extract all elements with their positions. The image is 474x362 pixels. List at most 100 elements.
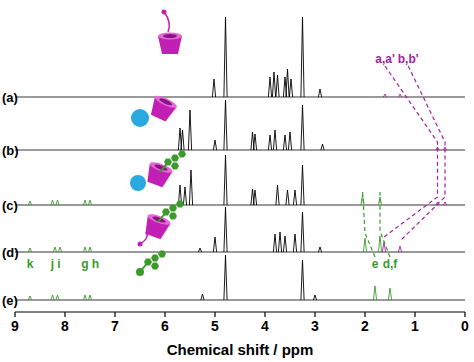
tether <box>164 12 169 32</box>
peak <box>188 110 191 150</box>
peak <box>88 295 91 300</box>
assignment-label: i <box>57 257 60 271</box>
assignment-label: g <box>81 257 88 271</box>
ring <box>151 263 159 270</box>
peak <box>283 135 286 150</box>
ring <box>171 163 179 170</box>
x-tick <box>464 312 465 317</box>
x-tick <box>414 312 415 317</box>
spectrum-label: (d) <box>2 245 19 260</box>
cyclodextrin <box>147 94 178 124</box>
ball <box>131 109 149 127</box>
spectrum-label: (a) <box>2 90 18 105</box>
peak <box>288 132 291 150</box>
x-tick <box>314 312 315 317</box>
peak <box>301 17 304 97</box>
x-tick-label: 6 <box>161 318 169 334</box>
peak <box>301 260 304 300</box>
x-tick-label: 4 <box>261 318 269 334</box>
spectrum-label: (e) <box>2 293 18 308</box>
x-tick <box>114 312 115 317</box>
guest-end <box>136 268 144 276</box>
peak <box>293 190 296 205</box>
ring <box>178 151 186 158</box>
peak <box>224 17 227 97</box>
linker <box>160 162 168 172</box>
guest <box>140 251 166 272</box>
assignment-label: j <box>50 257 54 271</box>
peak <box>301 212 304 252</box>
x-tick <box>64 312 65 317</box>
cup-rim <box>158 33 182 40</box>
peak <box>398 94 401 97</box>
nmr-chart: (a)(b)(c)(d)(e)9876543210Chemical shift … <box>0 0 474 362</box>
peak <box>388 288 391 300</box>
spectra <box>15 17 465 300</box>
cyclodextrin <box>158 33 182 55</box>
x-axis <box>15 311 465 312</box>
peak <box>28 201 31 205</box>
ring <box>169 213 177 220</box>
peak <box>273 234 276 252</box>
ring <box>169 205 177 212</box>
peak <box>56 200 59 205</box>
cup-body <box>147 97 176 123</box>
peak <box>373 286 376 300</box>
x-tick-label: 7 <box>111 318 119 334</box>
linker <box>158 212 166 222</box>
cup-hole <box>159 97 173 107</box>
ring <box>176 201 184 208</box>
assignment-label: b,b' <box>398 52 419 66</box>
x-tick <box>164 312 165 317</box>
peak <box>301 105 304 150</box>
x-tick-label: 8 <box>61 318 69 334</box>
peak <box>213 237 216 252</box>
peak <box>83 247 86 252</box>
peak <box>189 170 192 205</box>
baseline <box>15 97 465 98</box>
peak <box>88 247 91 252</box>
x-tick-label: 5 <box>211 318 219 334</box>
peak <box>276 185 279 205</box>
peak <box>253 190 256 205</box>
peak <box>53 247 56 252</box>
peak <box>181 130 184 150</box>
peak <box>278 232 281 252</box>
baseline <box>15 300 465 301</box>
peak <box>289 79 292 97</box>
ring <box>171 155 179 162</box>
peak <box>268 135 271 150</box>
x-tick-label: 0 <box>461 318 469 334</box>
peak <box>212 79 215 97</box>
assignment-link <box>363 190 376 257</box>
tether-end <box>162 10 167 15</box>
peak <box>213 140 216 150</box>
assignment-label: k <box>27 257 34 271</box>
peak <box>443 202 446 205</box>
x-tick-label: 3 <box>311 318 319 334</box>
peak <box>56 295 59 300</box>
cyclodextrin <box>142 212 172 240</box>
cup-hole <box>163 34 177 38</box>
x-tick <box>14 312 15 317</box>
peak <box>321 144 324 150</box>
baseline <box>15 205 465 206</box>
spectrum-label: (c) <box>2 198 18 213</box>
peak <box>318 247 321 252</box>
x-tick-label: 9 <box>11 318 19 334</box>
assignment-link <box>380 192 390 257</box>
peak <box>286 190 289 205</box>
peak <box>51 200 54 205</box>
peak <box>183 187 186 205</box>
peak <box>363 238 366 252</box>
peak <box>286 69 289 97</box>
ring <box>158 251 166 258</box>
peak <box>276 75 279 97</box>
peak <box>224 255 227 300</box>
peak <box>283 236 286 252</box>
guest <box>160 151 186 172</box>
peak <box>88 200 91 205</box>
ring <box>151 255 159 262</box>
peak <box>201 294 204 300</box>
peak <box>83 295 86 300</box>
